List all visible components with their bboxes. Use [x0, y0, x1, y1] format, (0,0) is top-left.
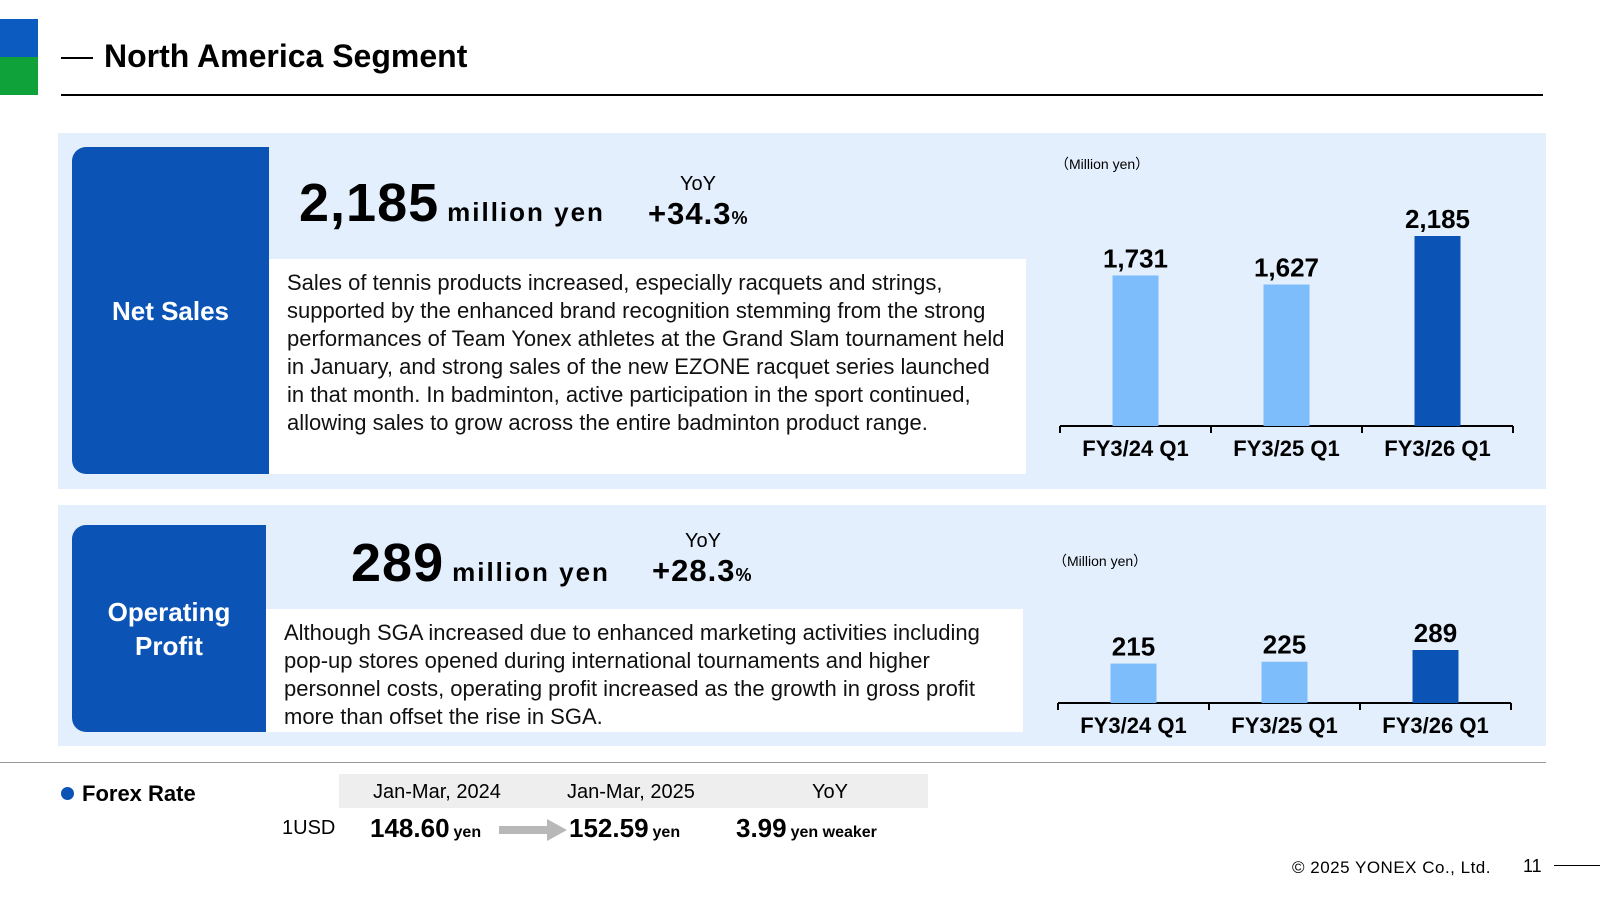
chart-bar — [1414, 236, 1461, 426]
net-sales-chart: （Million yen） 1,731 FY3/24 Q1 1,627 FY3/25 Q… — [1055, 155, 1525, 465]
chart-category-label: FY3/26 Q1 — [1384, 436, 1490, 461]
forex-value-2025: 152.59 yen — [569, 813, 680, 844]
chart-category-label: FY3/24 Q1 — [1080, 713, 1186, 738]
forex-value-yoy-unit: yen weaker — [790, 824, 877, 841]
chart-unit-label: （Million yen） — [1053, 553, 1147, 569]
chart-bar — [1110, 663, 1157, 703]
page-number-line — [1554, 865, 1600, 866]
bullet-icon — [61, 787, 74, 800]
forex-col-yoy: YoY — [812, 781, 848, 803]
operating-profit-tag-line1: Operating — [107, 596, 231, 627]
forex-value-yoy-number: 3.99 — [736, 813, 787, 843]
forex-title: Forex Rate — [82, 781, 196, 806]
forex-pair: 1USD — [282, 817, 336, 839]
forex-col-2025: Jan-Mar, 2025 — [567, 781, 695, 803]
chart-value-label: 225 — [1263, 630, 1306, 660]
chart-value-label: 1,627 — [1254, 253, 1319, 283]
operating-profit-yoy-value: +28.3% — [652, 553, 751, 589]
net-sales-unit: million yen — [447, 197, 605, 227]
chart-value-label: 1,731 — [1103, 243, 1168, 273]
page-title: North America Segment — [104, 38, 468, 74]
operating-profit-headline: 289 million yen — [351, 532, 610, 594]
arrow-right-icon — [499, 819, 567, 841]
net-sales-yoy-pct: % — [731, 208, 748, 228]
operating-profit-yoy-number: +28.3 — [652, 553, 736, 588]
chart-category-label: FY3/25 Q1 — [1233, 436, 1339, 461]
forex-value-2024-unit: yen — [453, 824, 482, 841]
operating-profit-yoy-pct: % — [735, 565, 752, 585]
net-sales-yoy-number: +34.3 — [648, 196, 732, 231]
net-sales-chart-svg: （Million yen） 1,731 FY3/24 Q1 1,627 FY3/25 Q… — [1055, 156, 1514, 461]
net-sales-tag: Net Sales — [72, 147, 269, 474]
copyright: © 2025 YONEX Co., Ltd. — [1292, 858, 1491, 877]
net-sales-description: Sales of tennis products increased, espe… — [269, 259, 1026, 474]
forex-value-yoy: 3.99 yen weaker — [736, 813, 877, 844]
chart-bar — [1412, 650, 1459, 703]
operating-profit-description: Although SGA increased due to enhanced m… — [266, 609, 1023, 732]
bottom-rule — [0, 762, 1546, 763]
forex-header-bar — [339, 774, 928, 808]
chart-bar — [1261, 661, 1308, 703]
forex-value-2025-unit: yen — [652, 824, 681, 841]
chart-value-label: 2,185 — [1405, 204, 1470, 234]
chart-bar — [1263, 284, 1310, 426]
operating-profit-tag-line2: Profit — [135, 630, 203, 661]
operating-profit-value: 289 — [351, 533, 445, 593]
corner-accent-green — [0, 57, 38, 95]
net-sales-yoy-label: YoY — [680, 173, 716, 195]
chart-category-label: FY3/25 Q1 — [1231, 713, 1337, 738]
operating-profit-yoy-label: YoY — [685, 530, 721, 552]
corner-accent-blue — [0, 19, 38, 57]
forex-value-2025-number: 152.59 — [569, 813, 649, 843]
page-number: 11 — [1523, 856, 1542, 876]
operating-profit-chart: （Million yen） 215 FY3/24 Q1 225 FY3/25 Q1 289… — [1053, 552, 1523, 738]
title-dash — [61, 57, 93, 59]
operating-profit-chart-svg: （Million yen） 215 FY3/24 Q1 225 FY3/25 Q1 289… — [1053, 553, 1512, 738]
chart-value-label: 215 — [1112, 632, 1155, 662]
forex-value-2024-number: 148.60 — [370, 813, 450, 843]
forex-col-2024: Jan-Mar, 2024 — [373, 781, 501, 803]
chart-category-label: FY3/26 Q1 — [1382, 713, 1488, 738]
chart-value-label: 289 — [1414, 618, 1457, 648]
net-sales-yoy-value: +34.3% — [648, 196, 747, 232]
operating-profit-unit: million yen — [452, 557, 610, 587]
chart-bar — [1112, 275, 1159, 426]
title-rule — [61, 94, 1543, 96]
net-sales-headline: 2,185 million yen — [299, 172, 605, 234]
forex-value-2024: 148.60 yen — [370, 813, 481, 844]
operating-profit-tag: Operating Profit — [72, 525, 266, 732]
chart-category-label: FY3/24 Q1 — [1082, 436, 1188, 461]
chart-unit-label: （Million yen） — [1055, 156, 1149, 172]
net-sales-value: 2,185 — [299, 173, 440, 233]
